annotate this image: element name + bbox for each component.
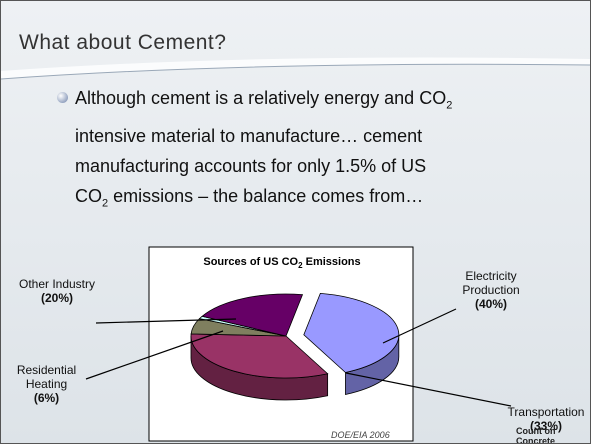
chart-title: Sources of US CO2 Emissions [151,256,413,270]
value-label: (20%) [40,291,73,305]
text: intensive material to manufacture… cemen… [75,125,427,206]
pie [190,292,400,401]
slice-label: Other Industry (20%) [7,277,107,305]
slice-label: Residential Heating (6%) [9,363,84,405]
value-label: (40%) [474,297,507,311]
slice [190,333,329,379]
source: DOE/EIA 2006 [331,430,390,440]
category-label: Residential Heating [16,363,77,391]
value-label: (33%) [529,419,562,433]
bullet-text: Although cement is a relatively energy a… [75,83,453,218]
text: Although cement is a relatively energy a… [75,88,447,108]
text: Sources of US CO [203,256,299,268]
slide-title: What about Cement? [19,31,227,54]
logo: Count on Concrete [516,426,556,444]
swoosh-line [1,63,590,80]
slice [201,293,304,337]
text: Emissions [302,256,361,268]
text: emissions – the balance comes from… [108,185,424,206]
leader-lines [85,308,512,407]
slice-label: Transportation (33%) [501,405,590,433]
subscript: 2 [298,261,303,271]
category-label: Transportation [507,405,585,419]
swoosh [1,57,590,79]
subscript: 2 [446,99,453,112]
category-label: Other Industry [18,277,96,291]
category-label: Electricity Production [462,269,520,297]
subscript: 2 [102,197,109,210]
bullet-dot [57,92,68,103]
slice [303,292,400,373]
value-label: (6%) [33,391,60,405]
slice-label: Electricity Production (40%) [441,269,541,311]
